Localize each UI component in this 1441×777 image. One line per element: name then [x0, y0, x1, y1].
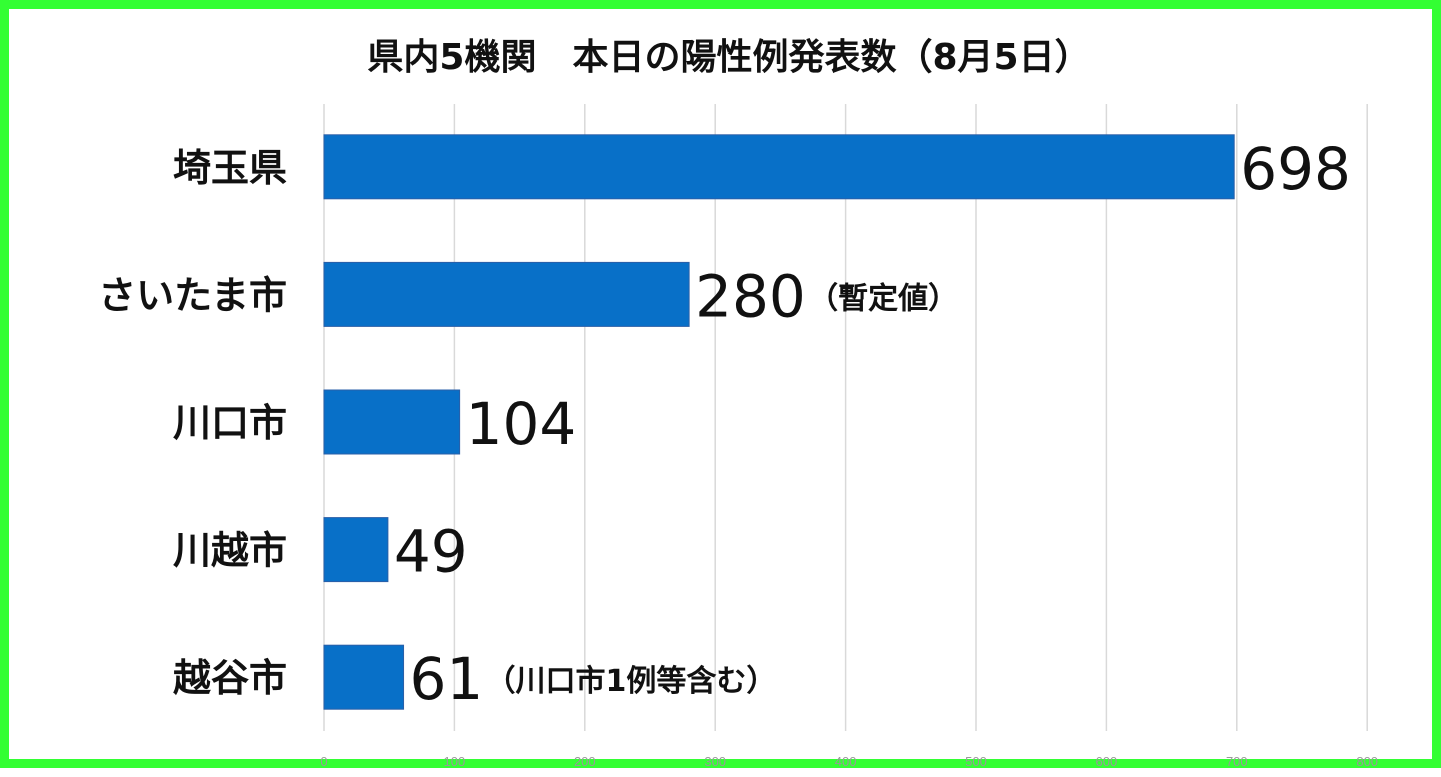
bar [323, 134, 1235, 200]
x-tick-label: 500 [965, 754, 987, 769]
x-tick-label: 400 [835, 754, 857, 769]
category-label: 越谷市 [173, 656, 287, 700]
x-tick-label: 600 [1096, 754, 1118, 769]
labels: 埼玉県 698 さいたま市 280 （暫定値） 川口市 104 川越市 49 越谷市 61 （川口市1… [98, 135, 1351, 713]
x-axis-ticks: 0 100 200 300 400 500 600 700 800 [320, 754, 1378, 769]
annotation-label: （暫定値） [808, 281, 958, 316]
bar [323, 389, 461, 455]
bars [323, 134, 1235, 710]
category-label: 川越市 [173, 529, 287, 573]
bar [323, 644, 405, 710]
value-label: 104 [466, 390, 577, 458]
x-tick-label: 800 [1356, 754, 1378, 769]
value-label: 280 [695, 262, 806, 330]
category-label: 川口市 [173, 401, 287, 445]
x-tick-label: 100 [444, 754, 466, 769]
value-label: 49 [394, 518, 468, 586]
value-label: 698 [1240, 135, 1351, 203]
x-tick-label: 700 [1226, 754, 1248, 769]
bar-chart: 県内5機関 本日の陽性例発表数（8月5日） 0 100 200 300 400 500 60… [98, 37, 1378, 769]
annotation-label: （川口市1例等含む） [486, 664, 777, 699]
category-label: さいたま市 [98, 273, 287, 317]
x-tick-label: 300 [704, 754, 726, 769]
x-tick-label: 0 [320, 754, 327, 769]
value-label: 61 [410, 645, 484, 713]
bar [323, 517, 389, 583]
gridlines [323, 104, 1368, 731]
x-tick-label: 200 [574, 754, 596, 769]
category-label: 埼玉県 [173, 146, 287, 190]
chart-title: 県内5機関 本日の陽性例発表数（8月5日） [367, 37, 1090, 78]
bar [323, 261, 690, 327]
